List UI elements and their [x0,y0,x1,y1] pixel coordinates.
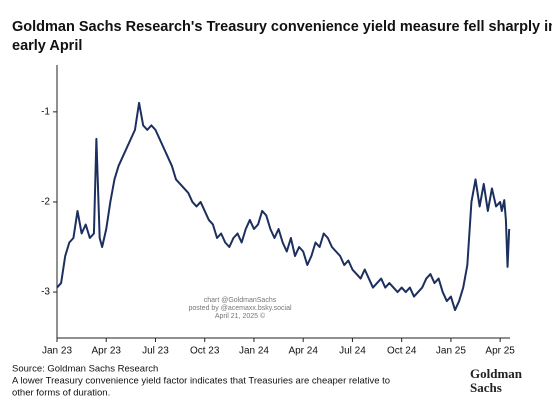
x-tick-label: Jan 23 [42,346,72,357]
y-tick-label: -3 [41,287,50,298]
data-line [56,101,511,312]
x-tick-label: Jan 24 [239,346,269,357]
watermark: posted by @acemaxx.bsky.social [188,305,292,312]
x-tick-label: Jul 24 [339,346,366,357]
x-tick-label: Jan 25 [436,346,466,357]
logo: Goldman [470,366,523,381]
chart-title: early April [12,38,82,54]
note: A lower Treasury convenience yield facto… [12,376,390,387]
logo: Sachs [470,380,502,395]
watermark: April 21, 2025 © [215,312,266,320]
x-tick-label: Apr 24 [288,346,318,357]
x-tick-label: Jul 23 [142,346,169,357]
x-tick-label: Oct 23 [190,346,220,357]
y-tick-label: -1 [41,106,50,117]
watermark: chart @GoldmanSachs [204,297,277,304]
chart-title: Goldman Sachs Research's Treasury conven… [12,19,552,35]
x-tick-label: Apr 25 [485,346,515,357]
x-tick-label: Oct 24 [387,346,417,357]
source: Source: Goldman Sachs Research [12,364,158,375]
note: other forms of duration. [12,388,110,399]
y-tick-label: -2 [41,197,50,208]
x-tick-label: Apr 23 [92,346,122,357]
